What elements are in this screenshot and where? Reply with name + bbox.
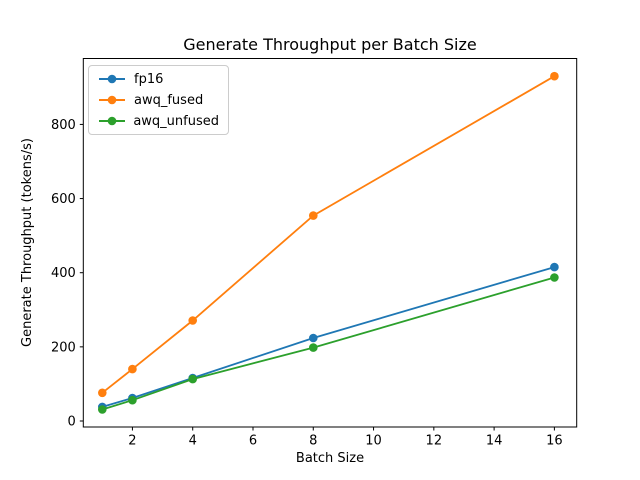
legend-label: awq_unfused: [133, 113, 219, 129]
legend-line-marker-icon: [99, 116, 125, 126]
legend-item-fp16: fp16: [98, 70, 219, 88]
data-point-awq_fused: [550, 71, 559, 81]
chart-title: Generate Throughput per Batch Size: [183, 35, 477, 54]
data-point-awq_unfused: [309, 343, 318, 352]
y-tick-label: 0: [68, 414, 76, 429]
y-tick-label: 200: [51, 340, 76, 355]
data-point-awq_fused: [188, 316, 197, 325]
plot-border: [82, 58, 578, 428]
y-tick-label: 400: [51, 266, 76, 281]
data-point-fp16: [550, 262, 559, 272]
legend: fp16 awq_fused awq_unfused: [88, 65, 229, 135]
x-tick-label: 14: [486, 434, 503, 449]
legend-item-awq_unfused: awq_unfused: [98, 112, 219, 130]
series-line-fp16: [102, 266, 555, 408]
data-point-awq_fused: [128, 364, 137, 374]
x-tick-label: 6: [249, 434, 257, 449]
series-line-awq_unfused: [102, 276, 555, 411]
x-tick-label: 8: [309, 434, 317, 449]
y-tick-label: 600: [51, 192, 76, 207]
legend-label: awq_fused: [134, 92, 204, 108]
legend-line-marker-icon: [99, 74, 125, 84]
data-point-awq_unfused: [188, 374, 197, 384]
x-tick-label: 12: [426, 434, 443, 449]
x-tick-label: 4: [189, 434, 197, 449]
x-tick-label: 2: [128, 434, 136, 449]
legend-sample-marker: [107, 74, 117, 84]
x-axis-label: Batch Size: [295, 451, 365, 466]
legend-line-marker-icon: [99, 95, 125, 105]
data-point-awq_fused: [98, 388, 107, 398]
legend-item-awq_fused: awq_fused: [98, 91, 219, 109]
data-point-awq_unfused: [550, 273, 559, 282]
data-point-awq_fused: [309, 211, 318, 220]
legend-label: fp16: [134, 71, 164, 87]
data-point-fp16: [309, 333, 318, 343]
data-point-awq_unfused: [98, 405, 107, 414]
x-tick-label: 16: [546, 434, 563, 449]
y-tick-label: 800: [51, 118, 76, 133]
data-point-awq_unfused: [128, 395, 137, 405]
x-tick-label: 10: [365, 434, 382, 449]
legend-sample-marker: [107, 116, 117, 126]
legend-sample-marker: [107, 95, 117, 105]
